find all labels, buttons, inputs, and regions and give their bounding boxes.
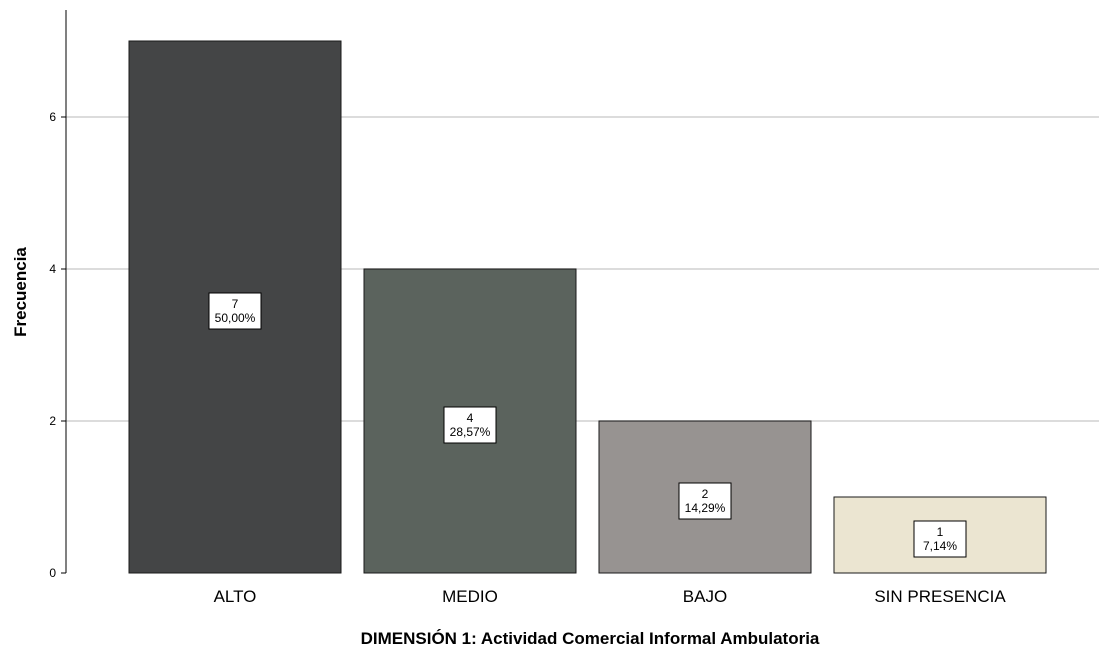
y-tick-label: 6 bbox=[49, 110, 56, 124]
data-label-box bbox=[443, 406, 497, 444]
data-label-box bbox=[208, 292, 262, 330]
x-axis-title: DIMENSIÓN 1: Actividad Comercial Informa… bbox=[361, 629, 820, 648]
data-label-percent: 28,57% bbox=[450, 425, 491, 439]
y-tick-label: 0 bbox=[49, 566, 56, 580]
data-label: 214,29% bbox=[678, 482, 732, 520]
data-label-box bbox=[913, 520, 967, 558]
y-tick-label: 2 bbox=[49, 414, 56, 428]
data-label-count: 7 bbox=[232, 297, 239, 311]
y-axis-title: Frecuencia bbox=[11, 247, 30, 337]
data-label-count: 4 bbox=[467, 411, 474, 425]
bar-group: 750,00% bbox=[128, 40, 342, 574]
x-category-label: MEDIO bbox=[442, 587, 498, 606]
data-label-box bbox=[678, 482, 732, 520]
x-category-label: SIN PRESENCIA bbox=[874, 587, 1006, 606]
data-label: 17,14% bbox=[913, 520, 967, 558]
bar-group: 214,29% bbox=[598, 420, 812, 574]
y-tick-label: 4 bbox=[49, 262, 56, 276]
data-label-count: 1 bbox=[937, 525, 944, 539]
data-label: 750,00% bbox=[208, 292, 262, 330]
bar-group: 428,57% bbox=[363, 268, 577, 574]
x-category-label: ALTO bbox=[214, 587, 257, 606]
data-label-percent: 7,14% bbox=[923, 539, 957, 553]
bars: 750,00% 428,57% 214,29% 17,14% bbox=[128, 40, 1047, 574]
bar-group: 17,14% bbox=[833, 496, 1047, 574]
data-label-percent: 50,00% bbox=[215, 311, 256, 325]
data-label-percent: 14,29% bbox=[685, 501, 726, 515]
data-label: 428,57% bbox=[443, 406, 497, 444]
y-axis-ticks: 0 2 4 6 bbox=[49, 110, 66, 580]
x-category-label: BAJO bbox=[683, 587, 727, 606]
data-label-count: 2 bbox=[702, 487, 709, 501]
x-axis-categories: ALTO MEDIO BAJO SIN PRESENCIA bbox=[214, 587, 1007, 606]
